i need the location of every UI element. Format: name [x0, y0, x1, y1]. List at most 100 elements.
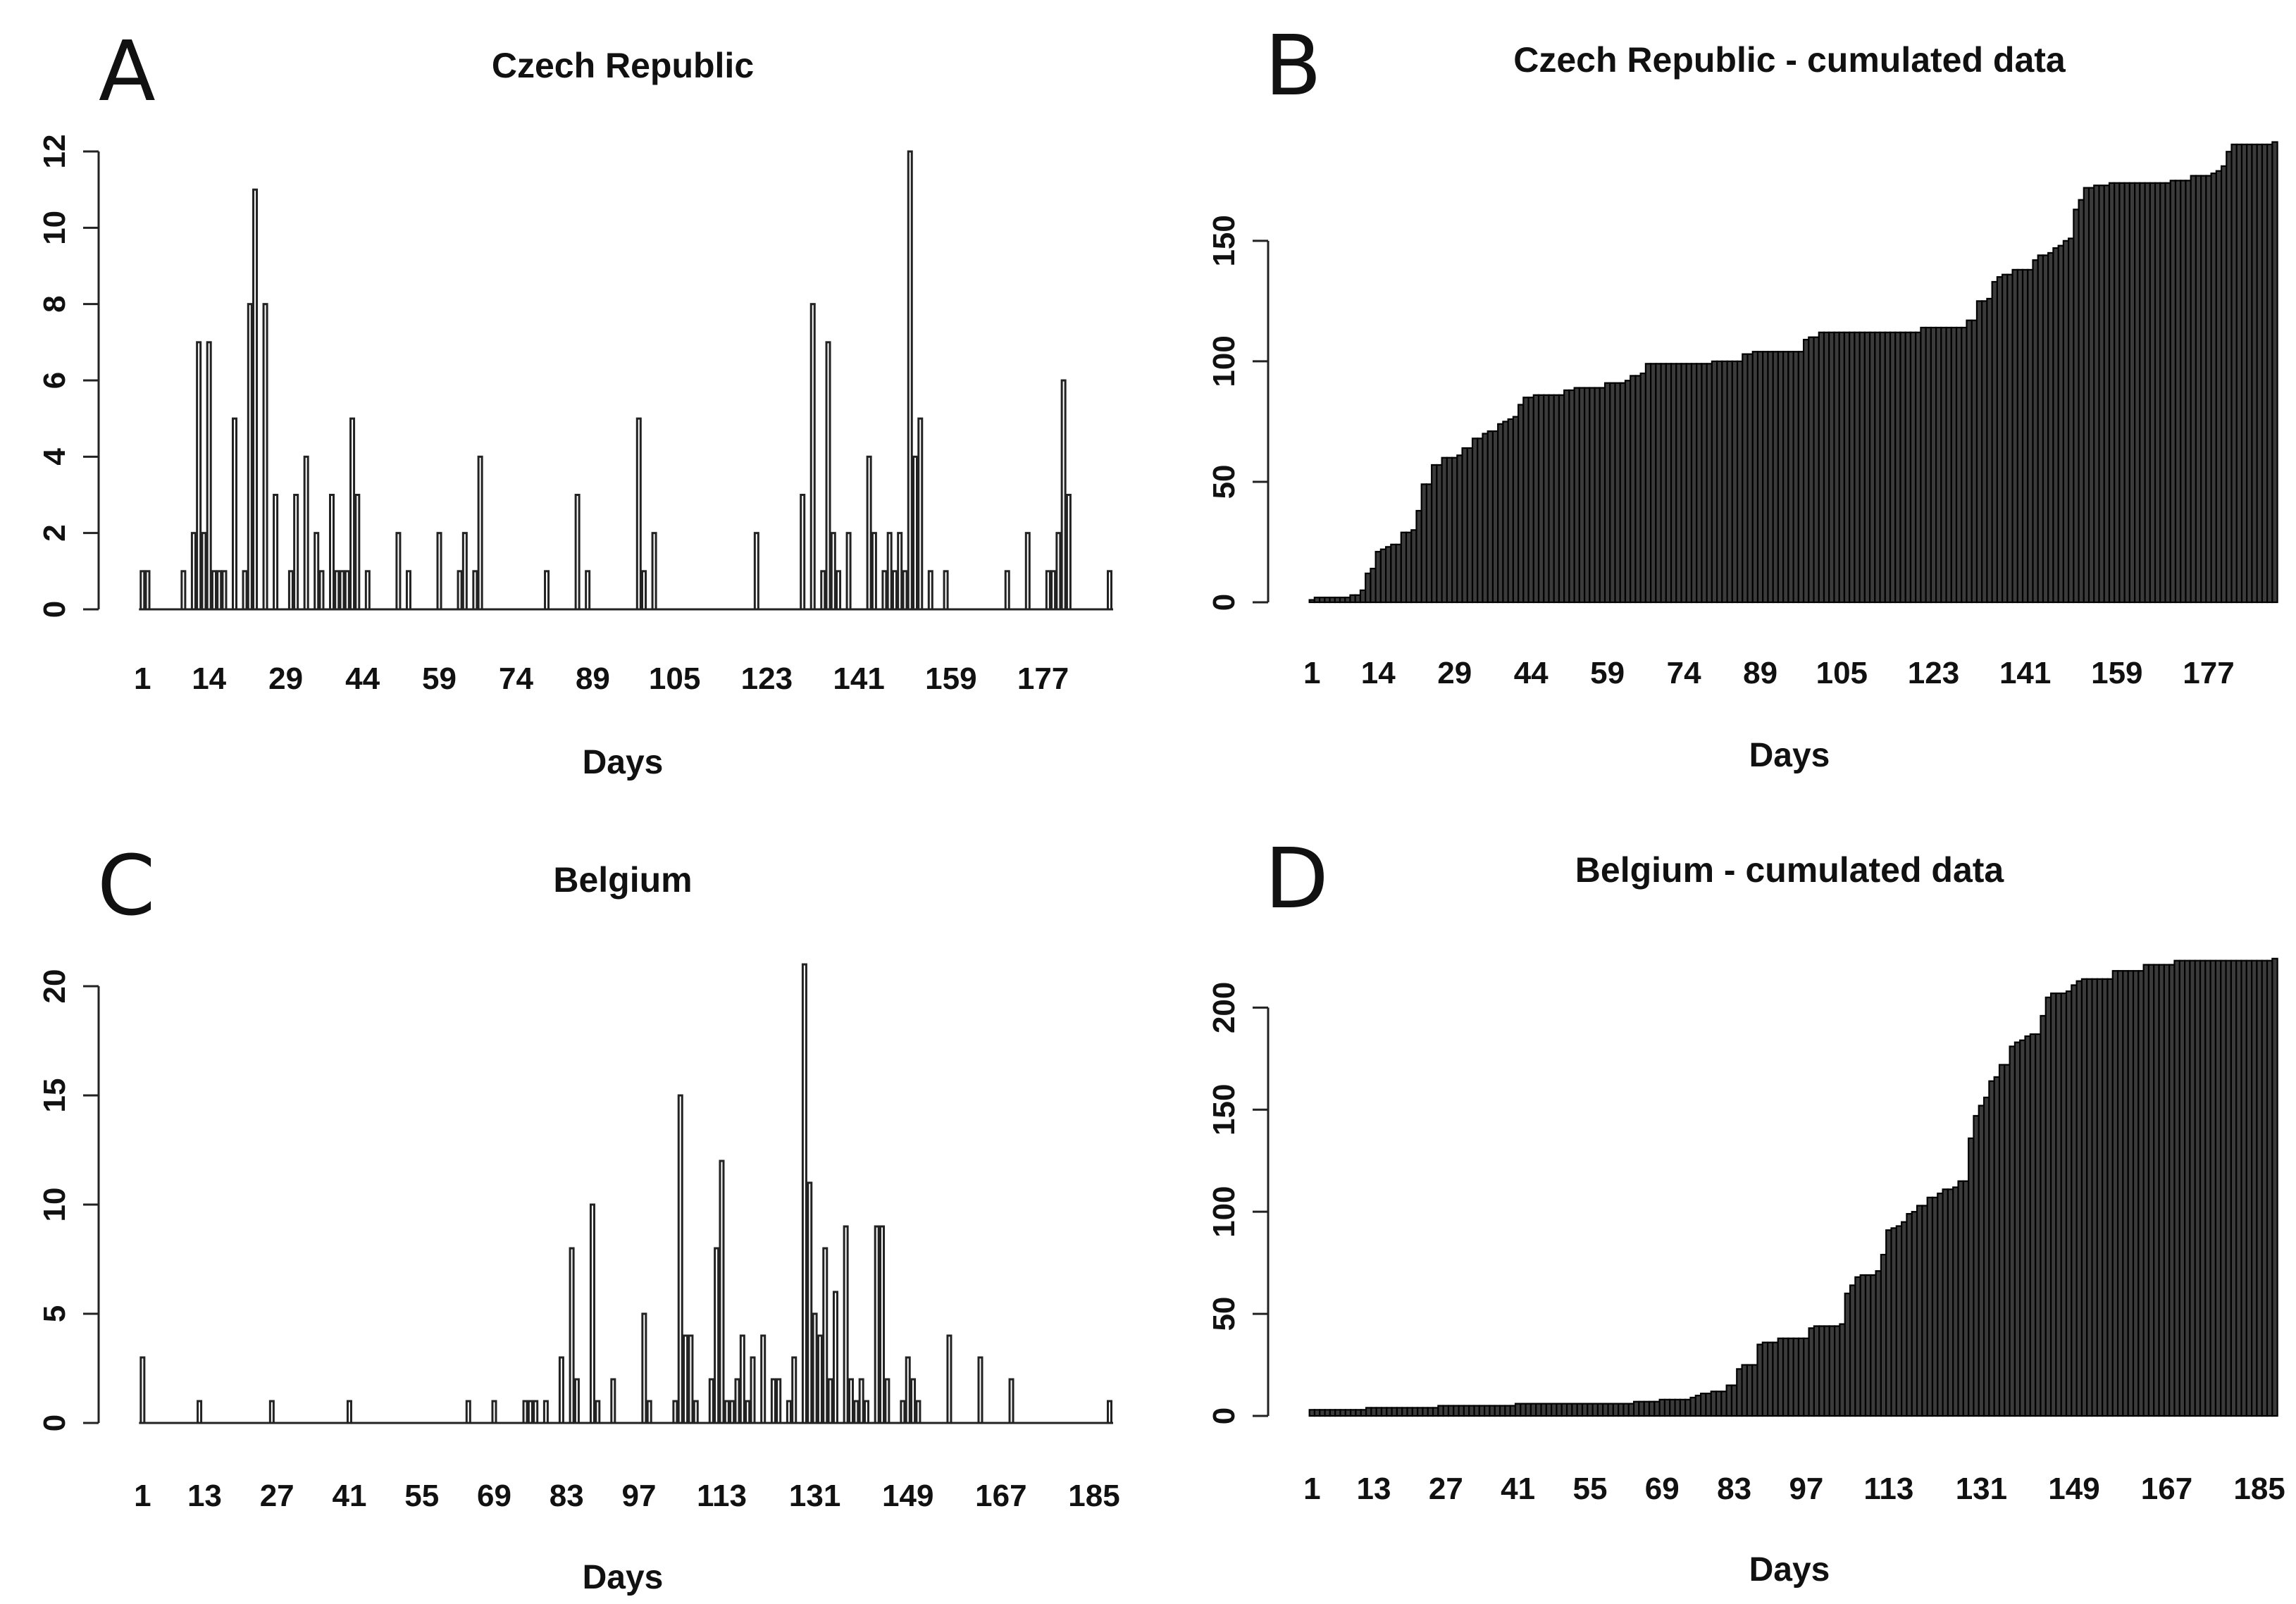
- bar-a-day-174: [1024, 532, 1031, 611]
- bars-d: [1308, 957, 2278, 1417]
- y-tick-label-d: 200: [1207, 982, 1241, 1033]
- bar-a-day-80: [544, 570, 550, 611]
- y-tick-label-d: 150: [1207, 1084, 1241, 1136]
- x-tick-label-b: 74: [1667, 656, 1701, 690]
- bar-c-day-41: [346, 1400, 352, 1424]
- bars-c: [139, 963, 1113, 1424]
- bar-a-day-13: [201, 532, 207, 611]
- bar-a-day-41: [344, 570, 350, 611]
- bar-c-day-134: [827, 1378, 833, 1424]
- bar-a-day-17: [221, 570, 228, 611]
- bar-c-day-129: [801, 963, 807, 1424]
- bar-a-day-190: [1107, 570, 1112, 611]
- x-axis-label-d: Days: [1749, 1551, 1830, 1589]
- x-tick-label-a: 105: [649, 661, 700, 696]
- bar-a-day-178: [1045, 570, 1051, 611]
- bar-c-day-104: [672, 1400, 678, 1424]
- bar-a-day-135: [825, 341, 831, 611]
- x-tick-label-b: 59: [1590, 656, 1625, 690]
- bar-c-day-135: [832, 1291, 838, 1424]
- bar-a-day-42: [349, 417, 356, 611]
- bar-a-day-101: [651, 532, 657, 611]
- bar-c-day-76: [527, 1400, 533, 1424]
- y-axis-a: 0 2 4 6 8 10 12: [37, 135, 100, 618]
- bar-c-day-138: [848, 1378, 854, 1424]
- x-tick-label-d: 149: [2048, 1472, 2099, 1506]
- bar-a-day-64: [461, 532, 468, 611]
- x-tick-label-d: 1: [1303, 1472, 1320, 1506]
- x-axis-b: 1 14 29 44 59 74 89 105 123 141 159 177: [1303, 656, 2235, 690]
- bar-c-day-113: [719, 1160, 725, 1424]
- bar-c-day-140: [858, 1378, 864, 1424]
- bar-a-day-9: [180, 570, 187, 611]
- y-axis-d: 0 50 100 150 200: [1207, 982, 1270, 1424]
- panel-letter-b: B: [1265, 17, 1322, 114]
- bar-a-day-2: [144, 570, 151, 611]
- bar-c-day-79: [542, 1400, 549, 1424]
- y-tick-label-c: 20: [37, 969, 72, 1004]
- y-tick-label-a: 0: [37, 601, 72, 618]
- plot-area-a: 0 2 4 6 8 10 12 1 14 29 44 59 74 89 105 123 141 159 177: [37, 135, 1113, 696]
- chart-title-d: Belgium - cumulated data: [1575, 850, 2005, 890]
- x-tick-label-b: 177: [2183, 656, 2234, 690]
- y-tick-label-b: 150: [1207, 215, 1241, 266]
- y-tick-label-c: 10: [37, 1188, 72, 1222]
- x-tick-label-a: 159: [925, 661, 976, 696]
- bar-c-day-99: [646, 1400, 652, 1424]
- bar-c-day-119: [750, 1356, 756, 1424]
- panel-letter-d: D: [1265, 830, 1329, 927]
- bar-c-day-163: [977, 1356, 983, 1424]
- bar-c-day-116: [734, 1378, 740, 1424]
- bar-a-day-153: [917, 417, 924, 611]
- y-tick-label-c: 0: [37, 1415, 72, 1431]
- x-tick-label-b: 44: [1514, 656, 1549, 690]
- x-tick-label-d: 97: [1789, 1472, 1823, 1506]
- bar-a-day-51: [395, 532, 402, 611]
- x-tick-label-c: 13: [187, 1479, 222, 1513]
- bar-a-day-147: [886, 532, 893, 611]
- bar-c-day-75: [522, 1400, 528, 1424]
- bar-c-day-188: [1107, 1400, 1112, 1424]
- bar-c-day-26: [268, 1400, 275, 1424]
- bars-a: [139, 150, 1113, 611]
- bar-a-day-14: [206, 341, 212, 611]
- x-tick-label-b: 14: [1361, 656, 1396, 690]
- x-tick-label-d: 167: [2141, 1472, 2192, 1506]
- bar-b-day-190: [2271, 141, 2278, 604]
- y-tick-label-d: 0: [1207, 1407, 1241, 1424]
- bars-b: [1308, 141, 2278, 604]
- x-tick-label-a: 177: [1017, 661, 1069, 696]
- bar-a-day-19: [232, 417, 237, 611]
- x-tick-label-d: 83: [1717, 1472, 1751, 1506]
- x-tick-label-c: 83: [550, 1479, 584, 1513]
- bar-c-day-114: [724, 1400, 730, 1424]
- bar-a-day-146: [881, 570, 888, 611]
- bar-a-day-12: [196, 341, 202, 611]
- bar-c-day-150: [910, 1378, 917, 1424]
- x-tick-label-a: 74: [499, 661, 533, 696]
- y-tick-label-b: 100: [1207, 335, 1241, 387]
- x-tick-label-c: 149: [882, 1479, 933, 1513]
- panel-d: D Belgium - cumulated data Days 05010015…: [1207, 830, 2285, 1589]
- bar-a-day-121: [753, 532, 759, 611]
- bar-a-day-180: [1055, 532, 1062, 611]
- x-tick-label-d: 41: [1501, 1472, 1535, 1506]
- x-tick-label-b: 123: [1908, 656, 1959, 690]
- x-tick-label-d: 113: [1863, 1472, 1913, 1506]
- bar-a-day-182: [1065, 494, 1072, 611]
- bar-c-day-131: [812, 1312, 818, 1424]
- chart-title-c: Belgium: [553, 860, 692, 900]
- bar-a-day-143: [866, 455, 872, 611]
- bar-a-day-53: [405, 570, 411, 611]
- bar-c-day-143: [874, 1225, 880, 1424]
- x-tick-label-c: 97: [622, 1479, 657, 1513]
- bar-a-day-40: [339, 570, 345, 611]
- bar-c-day-124: [776, 1378, 782, 1424]
- x-tick-label-b: 105: [1816, 656, 1868, 690]
- y-tick-label-d: 100: [1207, 1186, 1241, 1237]
- bar-c-day-148: [900, 1400, 906, 1424]
- y-axis-c: 0 5 10 15 20: [37, 969, 100, 1431]
- bar-c-day-149: [905, 1356, 911, 1424]
- x-tick-label-c: 1: [134, 1479, 151, 1513]
